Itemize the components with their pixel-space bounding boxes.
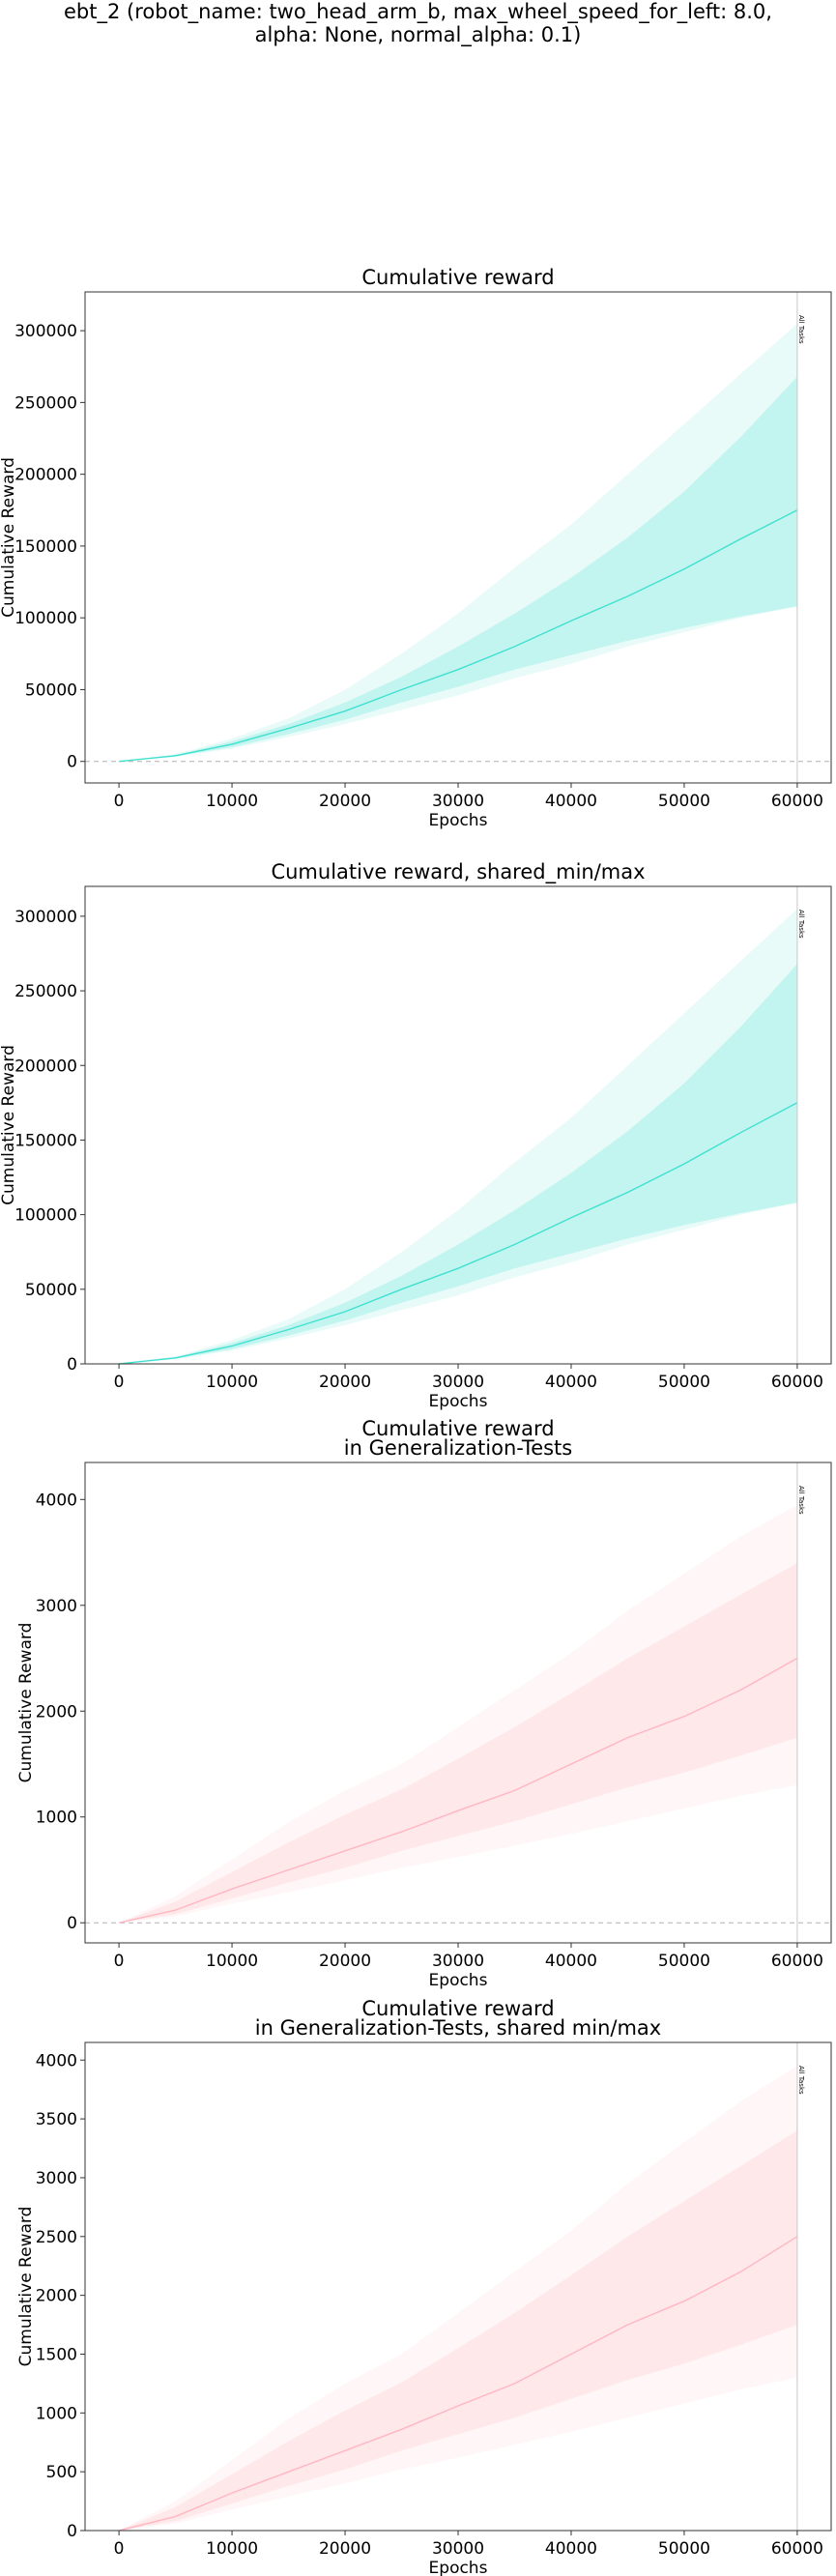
x-tick-label: 0 (114, 1952, 125, 1971)
task-label: All Tasks (797, 1486, 805, 1515)
y-tick-label: 0 (67, 2522, 77, 2541)
y-tick-label: 3000 (36, 2169, 77, 2188)
x-tick-label: 40000 (545, 2539, 597, 2559)
y-tick-label: 1500 (36, 2345, 77, 2364)
x-axis-label: Epochs (429, 1971, 488, 1990)
x-tick-label: 60000 (771, 792, 823, 811)
suptitle-line-1: ebt_2 (robot_name: two_head_arm_b, max_w… (64, 0, 772, 23)
y-tick-label: 0 (67, 753, 77, 772)
task-label: All Tasks (797, 910, 805, 939)
x-tick-label: 50000 (658, 1952, 710, 1971)
x-axis-label: Epochs (429, 1392, 488, 1411)
mean-line (119, 509, 798, 763)
std-band (119, 1563, 797, 1924)
mean-line (118, 2236, 798, 2532)
y-tick-label: 3000 (36, 1597, 77, 1616)
y-tick-label: 300000 (14, 322, 77, 341)
x-tick-label: 10000 (206, 2539, 258, 2559)
chart-title: Cumulative reward (361, 1997, 554, 2020)
y-tick-label: 150000 (14, 537, 77, 557)
x-tick-label: 50000 (658, 2539, 710, 2559)
y-tick-label: 4000 (36, 2051, 77, 2070)
x-tick-label: 20000 (319, 2539, 371, 2559)
y-tick-label: 150000 (14, 1131, 77, 1150)
y-tick-label: 0 (67, 1914, 77, 1933)
chart-title: Cumulative reward (361, 266, 554, 289)
y-tick-label: 500 (46, 2463, 77, 2482)
y-tick-label: 250000 (14, 982, 77, 1001)
x-tick-label: 30000 (432, 792, 484, 811)
task-label: All Tasks (797, 315, 805, 344)
y-tick-label: 100000 (14, 609, 77, 628)
task-label: All Tasks (797, 2066, 805, 2095)
std-band (119, 964, 797, 1364)
y-axis-label: Cumulative Reward (0, 457, 18, 618)
y-axis-label: Cumulative Reward (16, 1623, 36, 1783)
y-tick-label: 3500 (36, 2110, 77, 2129)
x-tick-label: 50000 (658, 792, 710, 811)
y-tick-label: 300000 (14, 908, 77, 927)
figure-suptitle: ebt_2 (robot_name: two_head_arm_b, max_w… (0, 0, 836, 46)
x-tick-label: 60000 (771, 1952, 823, 1971)
x-tick-label: 60000 (771, 2539, 823, 2559)
x-tick-label: 60000 (771, 1373, 823, 1392)
y-tick-label: 2000 (36, 2287, 77, 2306)
std-band (119, 376, 797, 762)
chart-title: in Generalization-Tests (344, 1436, 572, 1460)
cumulative-reward-chart: Cumulative reward All Tasks 0 10000 20000 300… (0, 266, 832, 830)
std-band (119, 2130, 797, 2531)
min-max-band (119, 1504, 797, 1924)
x-tick-label: 20000 (319, 1373, 371, 1392)
y-tick-label: 200000 (14, 1056, 77, 1076)
chart-title: Cumulative reward (361, 1417, 554, 1440)
y-tick-label: 50000 (25, 680, 77, 700)
x-tick-label: 10000 (206, 792, 258, 811)
x-tick-label: 40000 (545, 792, 597, 811)
min-max-band (119, 323, 797, 762)
y-tick-label: 100000 (14, 1206, 77, 1226)
chart-title: in Generalization-Tests, shared min/max (255, 2016, 661, 2040)
min-max-band (119, 909, 797, 1364)
x-tick-label: 0 (114, 1373, 125, 1392)
x-tick-label: 20000 (319, 1952, 371, 1971)
x-tick-label: 30000 (432, 1373, 484, 1392)
y-axis-label: Cumulative Reward (0, 1045, 18, 1205)
x-tick-label: 0 (114, 2539, 125, 2559)
min-max-band (119, 2066, 797, 2531)
x-tick-label: 40000 (545, 1952, 597, 1971)
x-tick-label: 20000 (319, 792, 371, 811)
y-tick-label: 250000 (14, 393, 77, 413)
x-tick-label: 0 (114, 792, 125, 811)
mean-line (118, 1657, 798, 1924)
x-tick-label: 10000 (206, 1373, 258, 1392)
x-tick-label: 30000 (432, 2539, 484, 2559)
y-tick-label: 4000 (36, 1491, 77, 1510)
mean-line (119, 1102, 798, 1365)
y-axis-label: Cumulative Reward (16, 2207, 36, 2367)
cumulative-reward-shared-chart: Cumulative reward, shared_min/max All Tas… (0, 860, 832, 1411)
y-tick-label: 1000 (36, 2404, 77, 2423)
x-tick-label: 40000 (545, 1373, 597, 1392)
suptitle-line-2: alpha: None, normal_alpha: 0.1) (254, 23, 582, 46)
x-tick-label: 30000 (432, 1952, 484, 1971)
x-tick-label: 10000 (206, 1952, 258, 1971)
y-tick-label: 0 (67, 1355, 77, 1375)
y-tick-label: 1000 (36, 1809, 77, 1828)
y-tick-label: 200000 (14, 466, 77, 485)
x-axis-label: Epochs (429, 2559, 488, 2576)
x-tick-label: 50000 (658, 1373, 710, 1392)
y-tick-label: 2000 (36, 1702, 77, 1722)
chart-title: Cumulative reward, shared_min/max (271, 860, 645, 884)
y-tick-label: 2500 (36, 2228, 77, 2247)
x-axis-label: Epochs (429, 811, 488, 830)
y-tick-label: 50000 (25, 1281, 77, 1300)
